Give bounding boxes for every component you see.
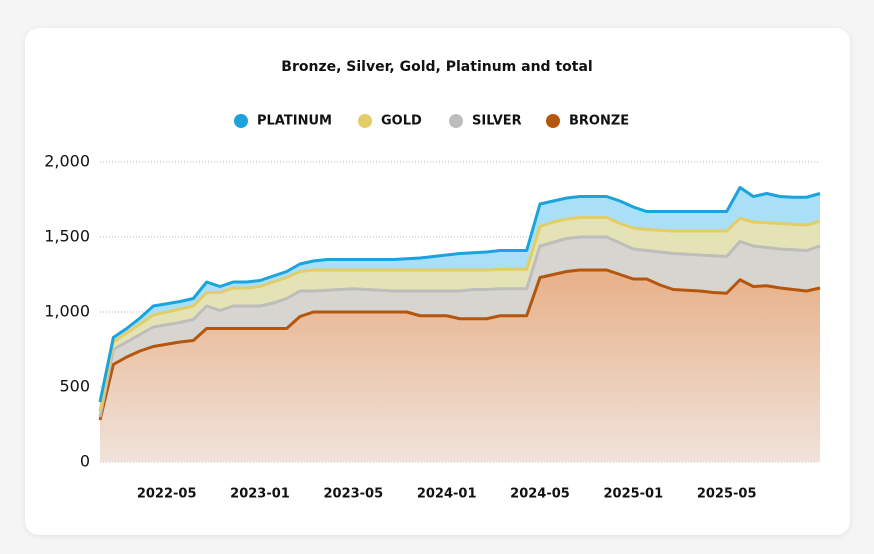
area bbox=[100, 270, 820, 462]
legend-swatch bbox=[234, 114, 248, 128]
x-tick-label: 2025-05 bbox=[697, 487, 757, 502]
y-tick-label: 0 bbox=[80, 452, 90, 471]
legend-label: GOLD bbox=[381, 114, 422, 129]
line bbox=[98, 235, 821, 418]
y-tick-label: 1,500 bbox=[44, 227, 90, 246]
legend-swatch bbox=[546, 114, 560, 128]
legend-swatch bbox=[358, 114, 372, 128]
x-tick-label: 2024-01 bbox=[417, 487, 477, 502]
area bbox=[100, 217, 820, 417]
chart-title: Bronze, Silver, Gold, Platinum and total bbox=[281, 59, 592, 75]
legend-label: SILVER bbox=[472, 114, 522, 129]
x-tick-label: 2023-05 bbox=[323, 487, 383, 502]
x-tick-label: 2023-01 bbox=[230, 487, 290, 502]
x-tick-label: 2024-05 bbox=[510, 487, 570, 502]
legend-label: PLATINUM bbox=[257, 114, 332, 129]
x-tick-label: 2022-05 bbox=[137, 487, 197, 502]
area bbox=[100, 187, 820, 411]
y-tick-label: 2,000 bbox=[44, 152, 90, 171]
line bbox=[98, 268, 821, 421]
y-tick-label: 1,000 bbox=[44, 302, 90, 321]
line bbox=[98, 216, 821, 412]
legend-swatch bbox=[449, 114, 463, 128]
y-tick-label: 500 bbox=[59, 377, 90, 396]
x-tick-label: 2025-01 bbox=[603, 487, 663, 502]
line bbox=[98, 186, 821, 403]
legend-label: BRONZE bbox=[569, 114, 629, 129]
